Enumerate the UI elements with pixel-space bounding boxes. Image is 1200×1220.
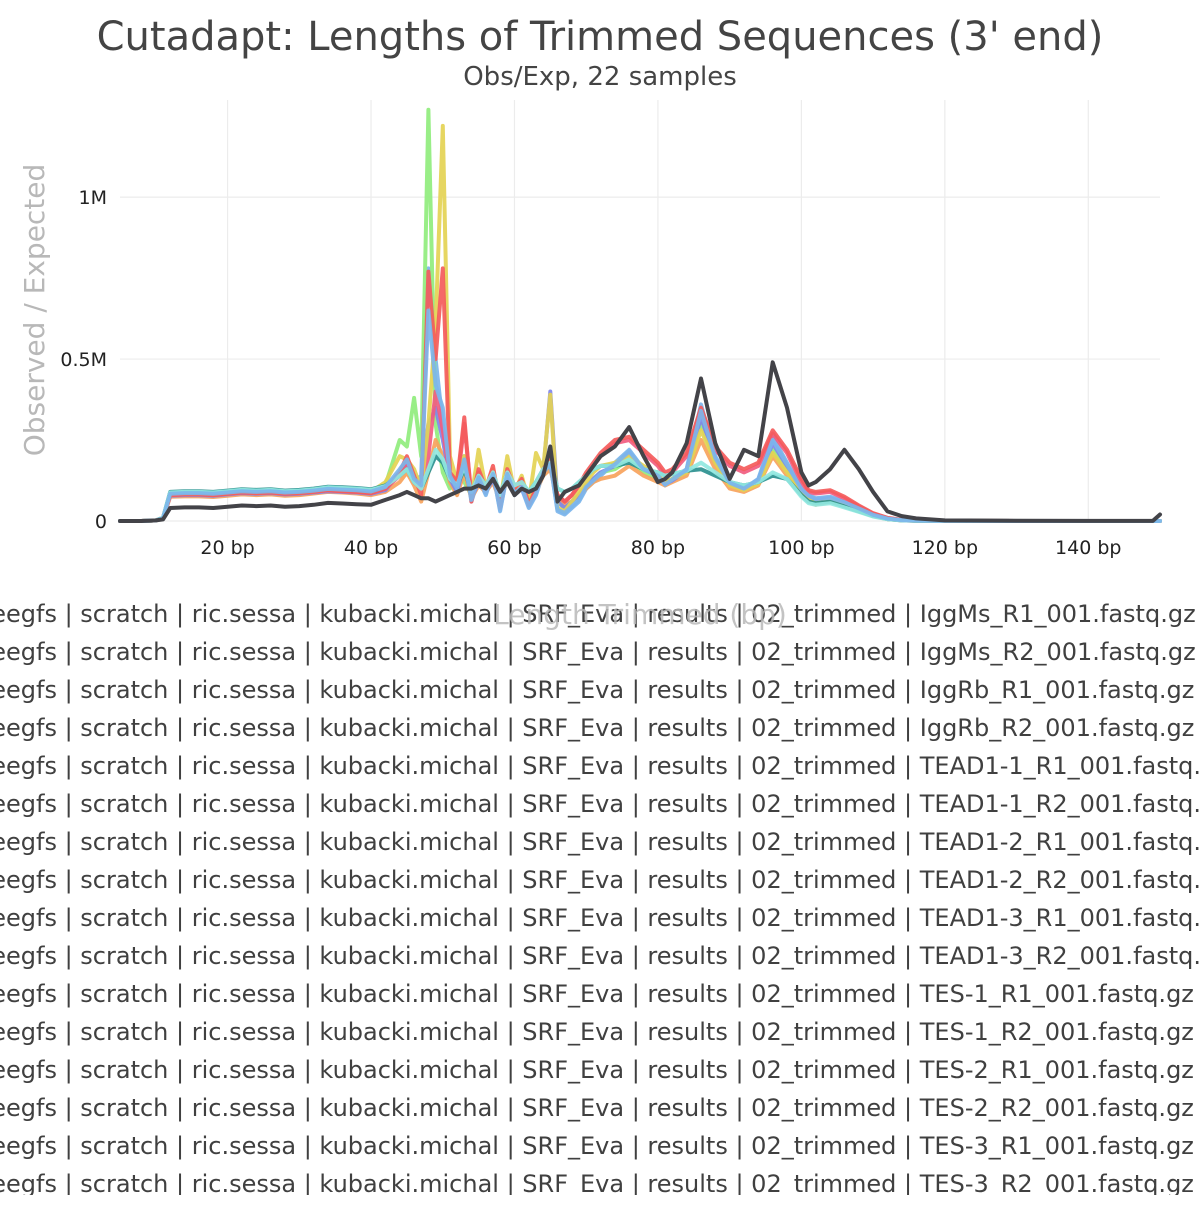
legend-item[interactable]: beegfs | scratch | ric.sessa | kubacki.m… (0, 1132, 1194, 1160)
chart-title: Cutadapt: Lengths of Trimmed Sequences (… (97, 14, 1104, 60)
legend-item[interactable]: beegfs | scratch | ric.sessa | kubacki.m… (0, 790, 1200, 818)
series-lines (118, 107, 1162, 523)
legend-item[interactable]: beegfs | scratch | ric.sessa | kubacki.m… (0, 980, 1194, 1008)
series-line-10[interactable] (118, 308, 1162, 523)
legend-item[interactable]: beegfs | scratch | ric.sessa | kubacki.m… (0, 942, 1200, 970)
legend: beegfs | scratch | ric.sessa | kubacki.m… (0, 595, 1200, 1195)
x-axis-ticks: 20 bp 40 bp 60 bp 80 bp 100 bp 120 bp 140 bp (200, 537, 1121, 559)
y-axis-ticks: 0 0.5M 1M (60, 187, 107, 533)
legend-item[interactable]: beegfs | scratch | ric.sessa | kubacki.m… (0, 1170, 1194, 1195)
x-tick-label: 100 bp (768, 537, 834, 559)
x-tick-label: 140 bp (1055, 537, 1121, 559)
legend-item[interactable]: beegfs | scratch | ric.sessa | kubacki.m… (0, 828, 1200, 856)
series-line-2[interactable] (118, 107, 1162, 523)
chart-subtitle: Obs/Exp, 22 samples (463, 62, 737, 92)
y-axis-title: Observed / Expected (18, 164, 51, 457)
x-tick-label: 80 bp (631, 537, 685, 559)
x-tick-label: 20 bp (200, 537, 254, 559)
y-tick-label: 0 (95, 511, 107, 533)
legend-item[interactable]: beegfs | scratch | ric.sessa | kubacki.m… (0, 752, 1200, 780)
x-tick-label: 60 bp (487, 537, 541, 559)
grid-lines (120, 100, 1160, 522)
legend-item[interactable]: beegfs | scratch | ric.sessa | kubacki.m… (0, 1094, 1194, 1122)
legend-item[interactable]: beegfs | scratch | ric.sessa | kubacki.m… (0, 600, 1196, 628)
legend-item[interactable]: beegfs | scratch | ric.sessa | kubacki.m… (0, 676, 1195, 704)
legend-item[interactable]: beegfs | scratch | ric.sessa | kubacki.m… (0, 1018, 1194, 1046)
x-tick-label: 120 bp (912, 537, 978, 559)
series-line-1[interactable] (118, 266, 1162, 523)
legend-item[interactable]: beegfs | scratch | ric.sessa | kubacki.m… (0, 1056, 1194, 1084)
series-line-5[interactable] (118, 389, 1162, 523)
series-line-4[interactable] (118, 389, 1162, 523)
series-line-11[interactable] (118, 360, 1162, 523)
x-tick-label: 40 bp (344, 537, 398, 559)
legend-item[interactable]: beegfs | scratch | ric.sessa | kubacki.m… (0, 866, 1200, 894)
legend-item[interactable]: beegfs | scratch | ric.sessa | kubacki.m… (0, 904, 1200, 932)
series-line-8[interactable] (118, 266, 1162, 523)
y-tick-label: 0.5M (60, 349, 107, 371)
legend-item[interactable]: beegfs | scratch | ric.sessa | kubacki.m… (0, 714, 1195, 742)
y-tick-label: 1M (79, 187, 107, 209)
legend-item[interactable]: beegfs | scratch | ric.sessa | kubacki.m… (0, 638, 1196, 666)
trimmed-lengths-chart: Cutadapt: Lengths of Trimmed Sequences (… (18, 14, 1162, 559)
series-line-9[interactable] (118, 447, 1162, 523)
